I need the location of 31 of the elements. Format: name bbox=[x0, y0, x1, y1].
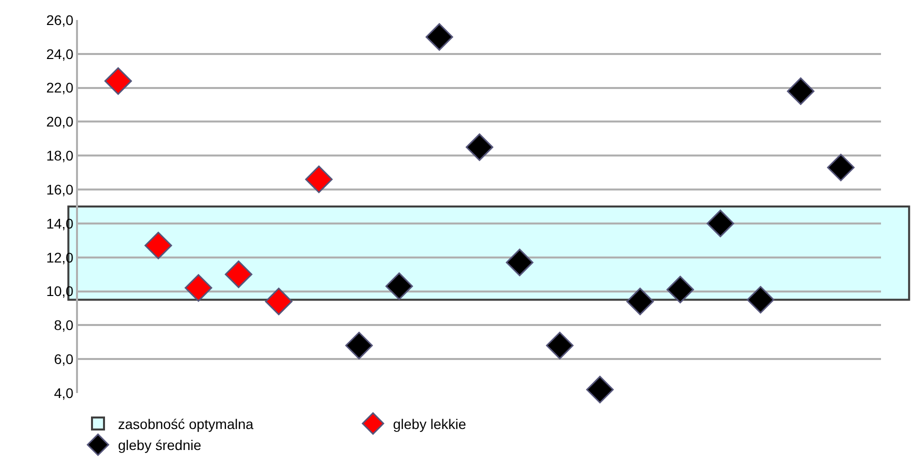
point bbox=[506, 248, 534, 276]
y-tick-label: 8,0 bbox=[54, 317, 74, 334]
point bbox=[546, 332, 574, 360]
point bbox=[746, 286, 774, 314]
legend-label: zasobność optymalna bbox=[118, 416, 254, 432]
y-tick-label: 6,0 bbox=[54, 350, 74, 367]
point bbox=[385, 272, 413, 300]
point bbox=[706, 210, 734, 238]
y-tick-label: 22,0 bbox=[46, 80, 74, 96]
point bbox=[224, 260, 252, 288]
point bbox=[466, 133, 494, 161]
point bbox=[666, 276, 694, 304]
y-tick-label: 4,0 bbox=[54, 384, 74, 401]
point bbox=[144, 232, 172, 260]
point bbox=[265, 288, 292, 316]
point bbox=[426, 23, 454, 51]
point bbox=[104, 67, 132, 95]
point bbox=[626, 288, 654, 316]
y-tick-label: 20,0 bbox=[46, 114, 74, 130]
point bbox=[184, 274, 212, 302]
legend-label: gleby lekkie bbox=[393, 416, 466, 432]
y-tick-label: 16,0 bbox=[46, 181, 74, 198]
point bbox=[345, 332, 373, 360]
point bbox=[786, 77, 814, 105]
y-tick-label: 26,0 bbox=[46, 12, 74, 28]
point bbox=[586, 376, 614, 404]
legend-label: gleby średnie bbox=[118, 437, 202, 454]
point bbox=[827, 154, 855, 182]
y-tick-label: 18,0 bbox=[46, 148, 74, 164]
point bbox=[305, 166, 333, 194]
y-tick-label: 24,0 bbox=[46, 46, 74, 62]
